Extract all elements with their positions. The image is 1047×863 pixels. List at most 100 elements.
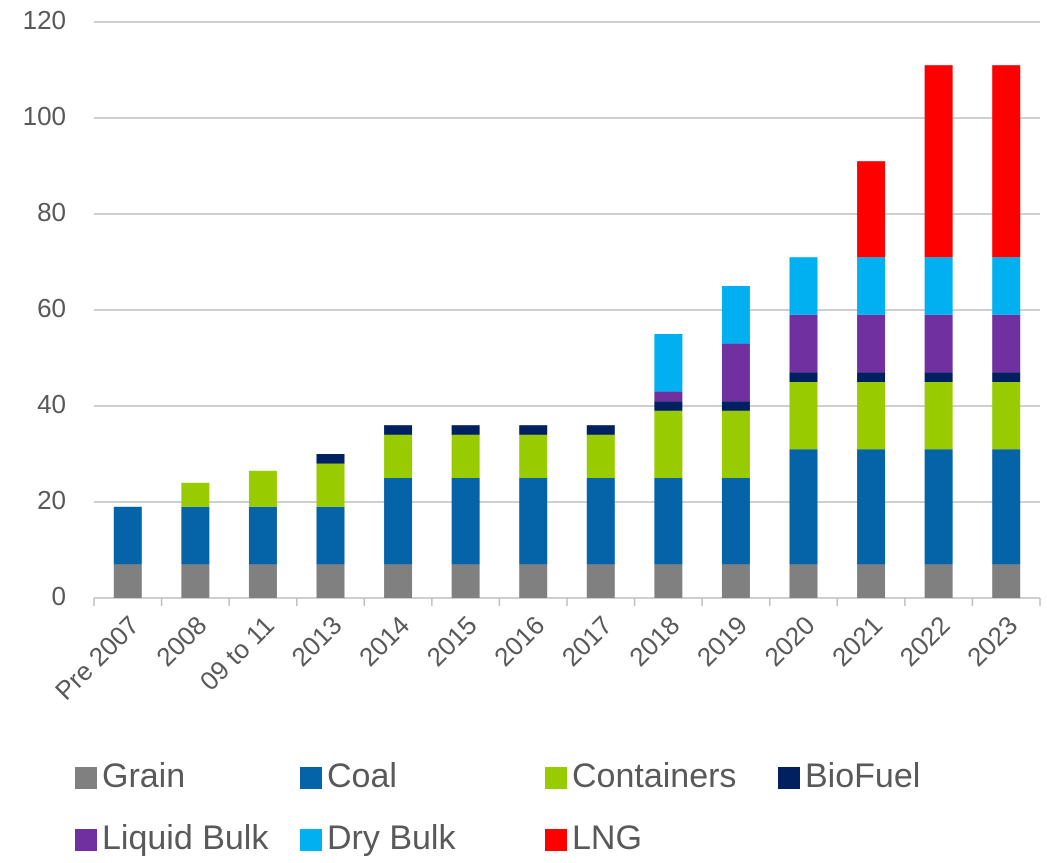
x-tick-label: 2014 [353, 610, 415, 672]
legend-label: Containers [572, 757, 736, 795]
y-tick-label: 100 [23, 101, 66, 131]
bar-segment [992, 314, 1021, 373]
bar-segment [248, 470, 277, 507]
bar-segment [857, 161, 886, 258]
x-tick-label: 2021 [826, 610, 888, 672]
x-tick-label: 2008 [150, 610, 212, 672]
bar-segment [857, 314, 886, 373]
bar-segment [519, 434, 548, 478]
legend-label: LNG [572, 819, 642, 857]
bar-segment [384, 434, 413, 478]
bar-segment [181, 564, 210, 598]
bar-segment [113, 506, 142, 565]
bar-segment [384, 478, 413, 565]
bar-segment [451, 434, 480, 478]
x-tick-label: 2013 [285, 610, 347, 672]
bar-segment [248, 506, 277, 565]
x-tick-label: 2018 [623, 610, 685, 672]
bar-segment [992, 449, 1021, 565]
bar-segment [654, 334, 683, 392]
legend-swatch [75, 767, 97, 789]
bar-segment [789, 314, 818, 373]
x-tick-label: 2020 [758, 610, 820, 672]
bar-segment [924, 65, 953, 258]
legend-label: Liquid Bulk [102, 819, 269, 857]
y-tick-label: 0 [52, 581, 66, 611]
bar-segment [857, 564, 886, 598]
y-tick-label: 40 [37, 389, 66, 419]
bar-segment [654, 478, 683, 565]
bar-segment [924, 564, 953, 598]
legend-label: Dry Bulk [327, 819, 456, 857]
bar-segment [586, 564, 615, 598]
bar-segment [992, 372, 1021, 382]
x-tick-label: 09 to 11 [194, 610, 280, 696]
bar-segment [248, 564, 277, 598]
bar-segment [586, 478, 615, 565]
bar-segment [789, 449, 818, 565]
bar-segment [992, 257, 1021, 315]
bar-segment [316, 564, 345, 598]
bar-segment [857, 372, 886, 382]
bar-segment [721, 343, 750, 402]
x-tick-label: 2023 [961, 610, 1023, 672]
bar-segment [924, 372, 953, 382]
bar-segment [451, 564, 480, 598]
bar-segment [857, 449, 886, 565]
bar-segment [789, 257, 818, 315]
bar-segment [519, 564, 548, 598]
bar-segment [721, 410, 750, 478]
y-tick-label: 120 [23, 5, 66, 35]
bar-segment [654, 391, 683, 402]
legend-label: Coal [327, 757, 397, 795]
bar-segment [654, 564, 683, 598]
bar-segment [789, 382, 818, 450]
x-tick-label: 2017 [556, 610, 618, 672]
legend-label: BioFuel [805, 757, 920, 795]
bar-segment [316, 506, 345, 565]
x-tick-label: Pre 2007 [49, 610, 145, 706]
y-tick-label: 20 [37, 485, 66, 515]
bar-segment [789, 372, 818, 382]
legend-label: Grain [102, 757, 185, 795]
bar-segment [721, 478, 750, 565]
legend-swatch [75, 829, 97, 851]
bar-segment [992, 65, 1021, 258]
x-tick-label: 2022 [894, 610, 956, 672]
y-tick-label: 60 [37, 293, 66, 323]
bar-segment [789, 564, 818, 598]
bar-segment [586, 434, 615, 478]
bar-segment [992, 564, 1021, 598]
bar-segment [654, 401, 683, 411]
bar-segment [316, 454, 345, 464]
bar-segment [519, 478, 548, 565]
bar-segment [181, 506, 210, 565]
x-tick-label: 2019 [691, 610, 753, 672]
bar-segment [924, 449, 953, 565]
legend-swatch [778, 767, 800, 789]
bar-segment [451, 425, 480, 435]
bar-segment [857, 382, 886, 450]
legend-swatch [545, 767, 567, 789]
bar-segment [924, 257, 953, 315]
bar-segment [721, 286, 750, 344]
bar-segment [721, 564, 750, 598]
bar-segment [654, 410, 683, 478]
x-tick-label: 2016 [488, 610, 550, 672]
bar-segment [721, 401, 750, 411]
bar-segment [924, 314, 953, 373]
bar-segment [384, 425, 413, 435]
bar-segment [992, 382, 1021, 450]
y-tick-label: 80 [37, 197, 66, 227]
legend-swatch [300, 829, 322, 851]
bar-segment [384, 564, 413, 598]
bar-segment [451, 478, 480, 565]
bar-segment [113, 564, 142, 598]
bar-segment [519, 425, 548, 435]
legend-swatch [545, 829, 567, 851]
bar-segment [316, 463, 345, 507]
x-tick-label: 2015 [421, 610, 483, 672]
legend-swatch [300, 767, 322, 789]
bar-segment [181, 482, 210, 507]
